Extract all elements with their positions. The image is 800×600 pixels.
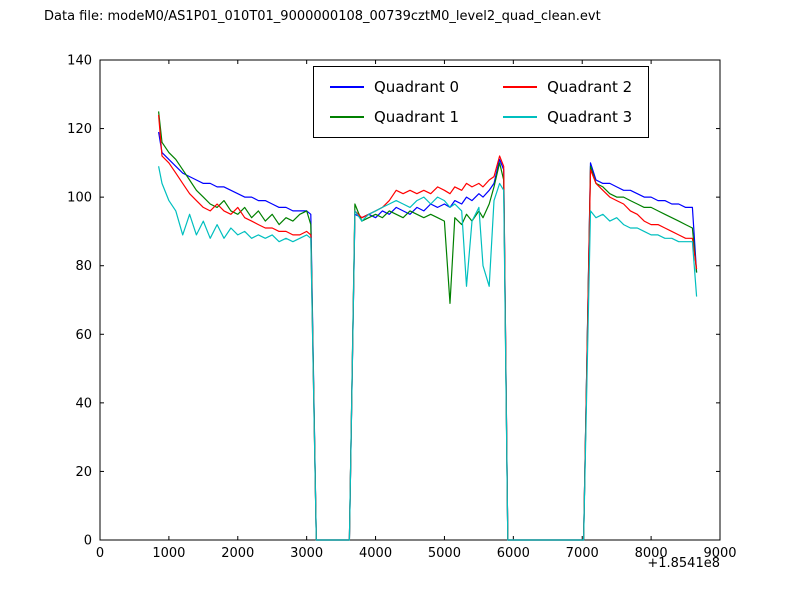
series-line-quadrant-2 [158,114,698,541]
legend-entry-quadrant-2: Quadrant 2 [503,78,632,96]
y-tick-label: 140 [67,54,92,69]
y-tick-label: 80 [75,259,92,274]
x-tick-label: 8000 [635,546,668,561]
y-tick-label: 100 [67,191,92,206]
series-line-quadrant-1 [158,111,698,541]
axes-frame [99,59,721,541]
legend-entry-quadrant-1: Quadrant 1 [330,108,459,126]
x-tick-label: 7000 [566,546,599,561]
x-axis-offset-label: +1.8541e8 [647,556,720,571]
legend-label: Quadrant 2 [547,78,633,96]
legend-line-swatch [503,86,538,88]
series-line-quadrant-3 [158,166,698,541]
series-line-quadrant-0 [158,131,698,541]
legend-line-swatch [503,116,538,118]
legend-entry-quadrant-0: Quadrant 0 [330,78,459,96]
legend-line-swatch [330,116,364,118]
y-tick-label: 20 [75,465,92,480]
legend-label: Quadrant 1 [374,108,460,126]
y-tick-label: 40 [75,396,92,411]
x-tick-label: 2000 [221,546,254,561]
y-tick-label: 60 [75,328,92,343]
plot-title: Data file: modeM0/AS1P01_010T01_90000001… [44,9,601,24]
x-tick-label: 6000 [497,546,530,561]
x-tick-label: 9000 [703,546,736,561]
x-tick-label: 4000 [359,546,392,561]
x-tick-label: 1000 [152,546,185,561]
legend: Quadrant 0 Quadrant 1 Quadrant 2 Quadrant 3 [313,66,650,138]
x-tick-label: 3000 [290,546,323,561]
legend-label: Quadrant 3 [547,108,633,126]
y-tick-label: 0 [84,534,92,549]
x-tick-label: 0 [96,546,104,561]
y-tick-label: 120 [67,122,92,137]
legend-label: Quadrant 0 [374,78,460,96]
legend-line-swatch [330,86,364,88]
legend-entry-quadrant-3: Quadrant 3 [503,108,632,126]
x-tick-label: 5000 [428,546,461,561]
